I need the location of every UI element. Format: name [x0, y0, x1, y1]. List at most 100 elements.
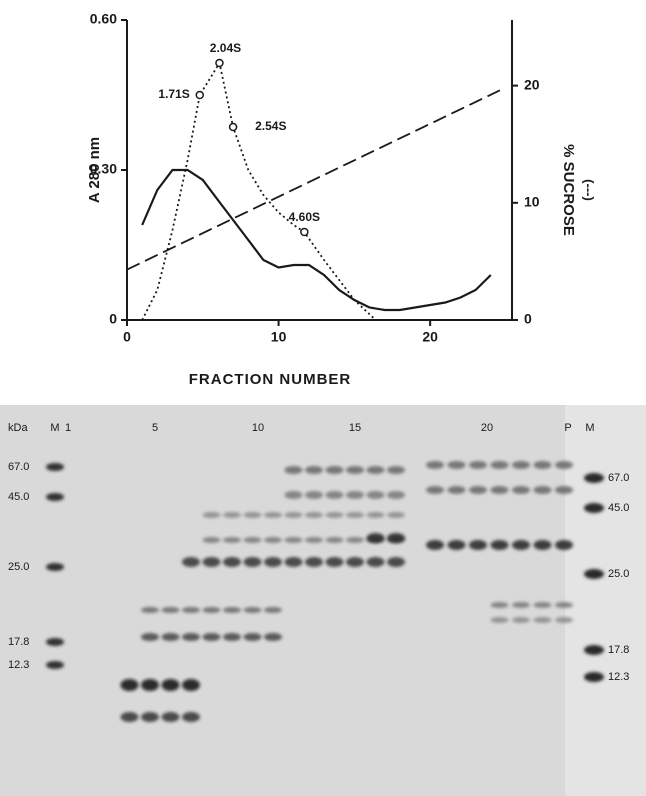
gel-band	[305, 512, 323, 518]
gel-band	[512, 486, 530, 494]
gel-band	[490, 486, 509, 494]
gel-band	[284, 512, 303, 518]
gel-band	[426, 461, 444, 469]
marker-band	[46, 638, 64, 646]
gel-band	[469, 461, 487, 469]
gel-band	[243, 607, 262, 613]
gel-band	[325, 466, 344, 474]
marker-label: 17.8	[608, 644, 629, 656]
gel-band	[387, 466, 405, 474]
gel-band	[202, 537, 221, 543]
gel-band	[426, 540, 444, 550]
gel-band	[346, 537, 364, 543]
gel-band	[284, 466, 303, 474]
gel-band	[284, 557, 303, 567]
marker-band	[584, 569, 604, 579]
gel-band	[202, 512, 221, 518]
lane-label: 15	[349, 422, 361, 434]
marker-band	[46, 661, 64, 669]
gel: kDa M 1 5 10 15 20 P M67.045.025.017.812.367.045…	[8, 422, 629, 722]
marker-label: 45.0	[608, 502, 629, 514]
gel-band	[490, 602, 509, 608]
gel-band	[469, 540, 487, 550]
lane-label: 20	[481, 422, 493, 434]
gel-band	[264, 607, 282, 613]
y2-tick-label: 10	[524, 194, 540, 210]
gel-band	[202, 557, 221, 567]
gel-band	[533, 602, 552, 608]
gel-band	[182, 633, 200, 641]
annotation-marker	[215, 58, 224, 68]
y-axis-label: A 280 nm	[86, 137, 103, 203]
gel-band	[366, 533, 385, 543]
gel-band	[202, 633, 221, 641]
gel-band	[325, 557, 344, 567]
gel-band	[387, 491, 405, 499]
gel-band	[161, 633, 180, 641]
gel-band	[161, 712, 180, 722]
gel-band	[447, 461, 466, 469]
gel-band	[223, 633, 241, 641]
gel-band	[346, 512, 364, 518]
gel-band	[426, 486, 444, 494]
gel-band	[223, 557, 241, 567]
gel-band	[305, 557, 323, 567]
gel-band	[555, 602, 573, 608]
gel-band	[366, 557, 385, 567]
gel-band	[223, 512, 241, 518]
gel-band	[512, 540, 530, 550]
x-tick-label: 20	[422, 329, 438, 345]
y2-tick-label: 20	[524, 76, 540, 92]
gel-band	[305, 491, 323, 499]
marker-label: 25.0	[8, 561, 29, 573]
gel-band	[555, 486, 573, 494]
gel-band	[182, 557, 200, 567]
gel-band	[555, 540, 573, 550]
marker-band	[46, 493, 64, 501]
gel-band	[243, 512, 262, 518]
lane-label: 10	[252, 422, 264, 434]
gel-band	[223, 537, 241, 543]
marker-band	[584, 503, 604, 513]
gel-band	[182, 712, 200, 722]
gel-band	[305, 466, 323, 474]
gel-marker-strip	[565, 405, 646, 796]
gel-band	[182, 607, 200, 613]
gel-band	[141, 607, 159, 613]
gel-band	[202, 607, 221, 613]
gel-band	[533, 461, 552, 469]
marker-label: 67.0	[608, 472, 629, 484]
gel-band	[533, 486, 552, 494]
gel-background	[0, 405, 646, 796]
annotation-label: 4.60S	[289, 210, 320, 224]
marker-band	[584, 473, 604, 483]
marker-band	[584, 645, 604, 655]
gel-band	[447, 486, 466, 494]
gel-band	[305, 537, 323, 543]
annotation-label: 1.71S	[158, 87, 189, 101]
gel-band	[346, 557, 364, 567]
annotation-label: 2.54S	[255, 119, 286, 133]
marker-label: 12.3	[608, 671, 629, 683]
lane-label: 5	[152, 422, 158, 434]
gel-band	[161, 679, 180, 691]
gel-band	[533, 617, 552, 623]
marker-label: 67.0	[8, 461, 29, 473]
gel-band	[264, 512, 282, 518]
gel-band	[325, 491, 344, 499]
y2-axis-note: (---)	[582, 179, 597, 201]
gel-band	[512, 617, 530, 623]
gel-band	[243, 537, 262, 543]
marker-band	[584, 672, 604, 682]
annotation-label: 2.04S	[210, 41, 241, 55]
gel-band	[533, 540, 552, 550]
gel-band	[387, 512, 405, 518]
annotation-marker	[300, 227, 309, 237]
gel-band	[512, 461, 530, 469]
y-tick-label: 0	[109, 311, 117, 327]
gel-band	[490, 540, 509, 550]
gel-band	[387, 557, 405, 567]
x-tick-label: 0	[123, 329, 131, 345]
series-line	[141, 168, 492, 312]
lane-label: M	[50, 422, 59, 434]
